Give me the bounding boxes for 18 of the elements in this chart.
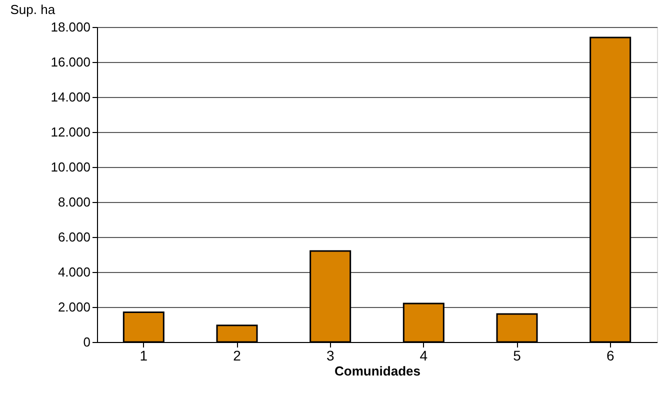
y-tick-label: 6.000: [58, 230, 90, 244]
y-tick-label: 0: [83, 334, 90, 350]
y-tick-label: 8.000: [58, 194, 90, 210]
y-tick-label: 4.000: [58, 264, 90, 280]
x-tick-label: 5: [513, 348, 522, 364]
y-tick-label: 2.000: [58, 300, 90, 314]
y-tick-label: 14.000: [50, 90, 90, 104]
y-tick-label: 18.000: [50, 20, 90, 34]
x-tick-label: 1: [140, 348, 148, 364]
y-tick-label: 10.000: [50, 160, 90, 174]
x-tick-label: 6: [606, 348, 614, 364]
x-tick-label: 2: [233, 348, 242, 364]
x-tick-label: 4: [420, 348, 428, 364]
x-axis-title: Comunidades: [334, 364, 420, 378]
x-tick-label: 3: [326, 348, 334, 364]
y-axis-title: Sup. ha: [10, 2, 56, 17]
y-tick-label: 12.000: [50, 124, 90, 140]
y-tick-label: 16.000: [50, 54, 90, 70]
